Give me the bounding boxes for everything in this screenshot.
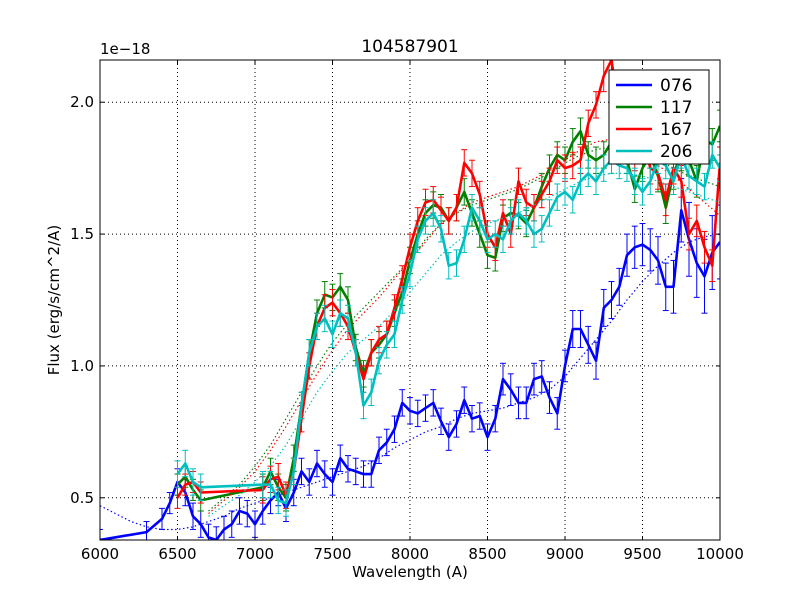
x-axis-title: Wavelength (A) <box>352 563 468 581</box>
series-206 <box>174 141 720 517</box>
legend-entry-167: 167 <box>616 120 692 140</box>
x-tick-label: 7000 <box>236 545 274 563</box>
series-076 <box>100 178 720 540</box>
x-tick-label: 9000 <box>546 545 584 563</box>
series-076-errorbar <box>100 528 103 540</box>
series-206-line <box>176 153 720 505</box>
x-tick-label: 9500 <box>623 545 661 563</box>
legend-entry-117: 117 <box>616 98 692 118</box>
x-tick-label: 10000 <box>696 545 744 563</box>
series-206-errorbar <box>717 154 720 182</box>
x-tick-label: 8500 <box>468 545 506 563</box>
y-tick-label: 1.5 <box>70 225 94 243</box>
legend-entry-076: 076 <box>616 76 692 96</box>
axis-ticks <box>99 60 721 540</box>
legend-label: 076 <box>660 76 692 96</box>
series-206-model-curve <box>208 172 720 517</box>
x-tick-label: 8000 <box>391 545 429 563</box>
series-076-line <box>100 209 720 540</box>
y-axis-title: Flux (erg/s/cm^2/A) <box>45 225 63 376</box>
series-167-model-curve <box>208 138 720 515</box>
y-tick-labels: 0.5 1.0 1.5 2.0 <box>70 93 94 507</box>
legend-entry-206: 206 <box>616 142 692 162</box>
series-117-line <box>176 125 720 502</box>
legend-label: 206 <box>660 142 692 162</box>
chart-title: 104587901 <box>361 37 458 57</box>
series-076-model-curve <box>100 233 720 531</box>
y-tick-label: 1.0 <box>70 357 94 375</box>
legend-label: 167 <box>660 120 692 140</box>
x-tick-label: 6500 <box>158 545 196 563</box>
series-076-errorbar <box>213 526 220 540</box>
y-tick-label: 2.0 <box>70 93 94 111</box>
series-117-errorbar <box>717 109 720 143</box>
y-offset-label: 1e−18 <box>100 40 150 58</box>
x-tick-label: 6000 <box>81 545 119 563</box>
x-tick-label: 7500 <box>313 545 351 563</box>
x-tick-labels: 6000 6500 7000 7500 8000 8500 9000 9500 10000 <box>81 545 744 563</box>
y-tick-label: 0.5 <box>70 489 94 507</box>
legend-label: 117 <box>660 98 692 118</box>
